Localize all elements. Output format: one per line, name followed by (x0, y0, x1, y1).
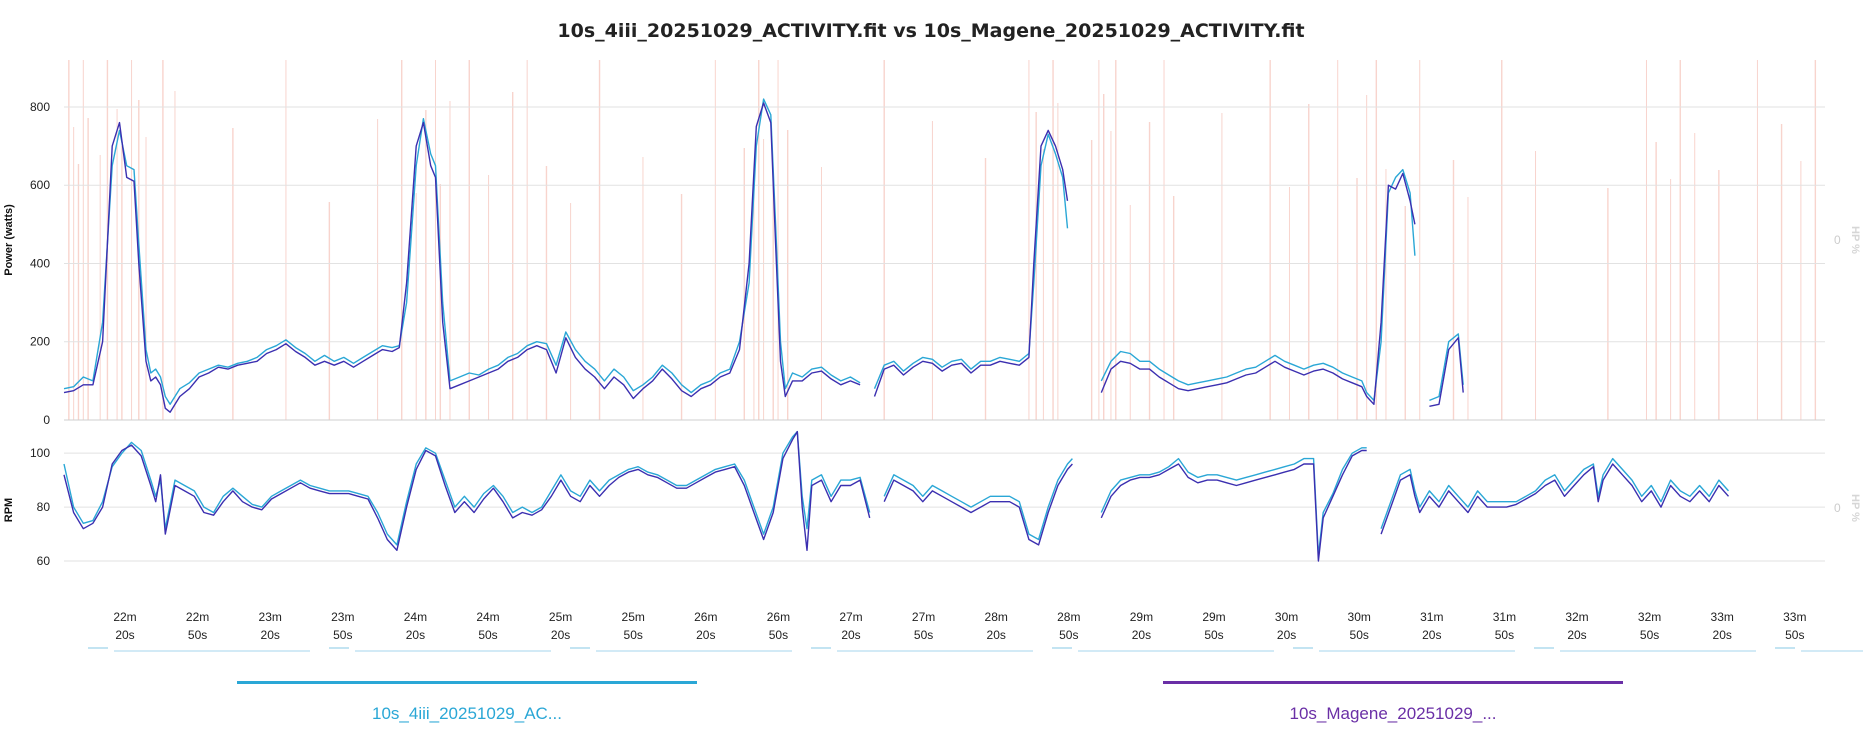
rpm-y-axis-label: RPM (3, 498, 15, 522)
power-y-axis-label: Power (watts) (3, 204, 15, 276)
power-right-axis-label: HP % (1849, 226, 1861, 254)
x-tick-label: 33m (1783, 610, 1806, 624)
series-line-magene (1100, 172, 1416, 405)
legend-item-magene[interactable]: 10s_Magene_20251029_... (1163, 681, 1623, 723)
series-line-4iii (63, 98, 861, 405)
x-tick-label: 30m (1348, 610, 1371, 624)
series-line-magene (1429, 337, 1464, 407)
legend-label-4iii[interactable]: 10s_4iii_20251029_AC... (372, 704, 562, 723)
power-panel: 0 200 400 600 800 Power (watts) HP % 0 (3, 98, 1861, 427)
series-line-magene (63, 430, 871, 551)
x-tick-label: 20s (987, 628, 1006, 642)
series-line-4iii (1429, 333, 1464, 402)
x-tick-label: 29m (1130, 610, 1153, 624)
x-tick-label: 50s (624, 628, 643, 642)
y-tick-label: 600 (30, 178, 50, 192)
y-tick-label: 60 (37, 554, 51, 568)
y-tick-label: 800 (30, 100, 50, 114)
rpm-series-lines (63, 430, 1730, 562)
x-tick-label: 31m (1493, 610, 1516, 624)
legend-item-4iii[interactable]: 10s_4iii_20251029_AC... (237, 681, 697, 723)
y-tick-label: 200 (30, 335, 50, 349)
x-tick-label: 50s (1350, 628, 1369, 642)
x-tick-label: 50s (1059, 628, 1078, 642)
x-tick-label: 20s (1277, 628, 1296, 642)
x-tick-label: 32m (1638, 610, 1661, 624)
x-tick-label: 26m (694, 610, 717, 624)
power-series-lines (63, 98, 1464, 413)
y-tick-label: 400 (30, 256, 50, 270)
x-tick-label: 25m (549, 610, 572, 624)
series-line-magene (873, 129, 1069, 397)
y-tick-label: 100 (30, 446, 50, 460)
series-line-4iii (1100, 168, 1416, 402)
x-axis-ticks: 22m 20s 22m 50s 23m 20s 23m 50s 24m 20s 24m 50s 25m 2… (113, 610, 1806, 642)
power-y-ticks: 0 200 400 600 800 (30, 100, 50, 427)
rpm-y-ticks: 60 80 100 (30, 446, 50, 568)
legend-swatch-magene (1163, 681, 1623, 684)
y-tick-label: 80 (37, 500, 51, 514)
x-tick-label: 30m (1275, 610, 1298, 624)
rpm-right-axis-label: HP % (1849, 494, 1861, 522)
x-tick-label: 20s (1567, 628, 1586, 642)
series-line-magene (1100, 449, 1367, 562)
x-tick-label: 27m (839, 610, 862, 624)
rpm-right-tick: 0 (1834, 501, 1841, 515)
series-line-4iii (63, 430, 871, 546)
legend-label-magene[interactable]: 10s_Magene_20251029_... (1289, 704, 1496, 723)
legend: 10s_4iii_20251029_AC... 10s_Magene_20251… (237, 681, 1623, 723)
x-tick-label: 31m (1420, 610, 1443, 624)
series-line-magene (63, 102, 861, 413)
series-line-magene (1380, 463, 1730, 535)
x-tick-label: 33m (1711, 610, 1734, 624)
x-tick-label: 28m (985, 610, 1008, 624)
x-tick-label: 20s (696, 628, 715, 642)
x-tick-label: 20s (841, 628, 860, 642)
series-line-4iii (1100, 447, 1367, 557)
rpm-panel: 60 80 100 RPM HP % 0 (3, 430, 1861, 568)
legend-swatch-4iii (237, 681, 697, 684)
power-gridlines (64, 106, 1825, 421)
x-tick-label: 20s (1713, 628, 1732, 642)
x-tick-label: 50s (1204, 628, 1223, 642)
x-tick-label: 50s (478, 628, 497, 642)
x-tick-label: 28m (1057, 610, 1080, 624)
series-line-4iii (1380, 457, 1730, 529)
range-brush[interactable] (88, 647, 1863, 652)
x-tick-label: 50s (1640, 628, 1659, 642)
x-tick-label: 50s (1495, 628, 1514, 642)
x-tick-label: 20s (406, 628, 425, 642)
series-line-magene (883, 463, 1073, 546)
x-tick-label: 32m (1565, 610, 1588, 624)
background-bars (68, 60, 1817, 420)
x-tick-label: 25m (622, 610, 645, 624)
x-tick-label: 23m (331, 610, 354, 624)
series-line-4iii (883, 458, 1073, 541)
x-tick-label: 20s (115, 628, 134, 642)
x-tick-label: 20s (1422, 628, 1441, 642)
x-tick-label: 22m (113, 610, 136, 624)
x-tick-label: 24m (476, 610, 499, 624)
x-tick-label: 23m (259, 610, 282, 624)
rpm-gridlines (64, 452, 1825, 562)
x-tick-label: 50s (914, 628, 933, 642)
y-tick-label: 0 (43, 413, 50, 427)
x-tick-label: 20s (551, 628, 570, 642)
x-tick-label: 27m (912, 610, 935, 624)
x-tick-label: 50s (769, 628, 788, 642)
x-tick-label: 24m (404, 610, 427, 624)
x-tick-label: 20s (261, 628, 280, 642)
chart-title: 10s_4iii_20251029_ACTIVITY.fit vs 10s_Ma… (557, 20, 1304, 42)
x-tick-label: 20s (1132, 628, 1151, 642)
x-tick-label: 50s (188, 628, 207, 642)
x-tick-label: 22m (186, 610, 209, 624)
x-tick-label: 50s (1785, 628, 1804, 642)
power-right-tick: 0 (1834, 233, 1841, 247)
x-tick-label: 50s (333, 628, 352, 642)
x-tick-label: 26m (767, 610, 790, 624)
x-tick-label: 29m (1202, 610, 1225, 624)
series-line-4iii (873, 133, 1069, 389)
